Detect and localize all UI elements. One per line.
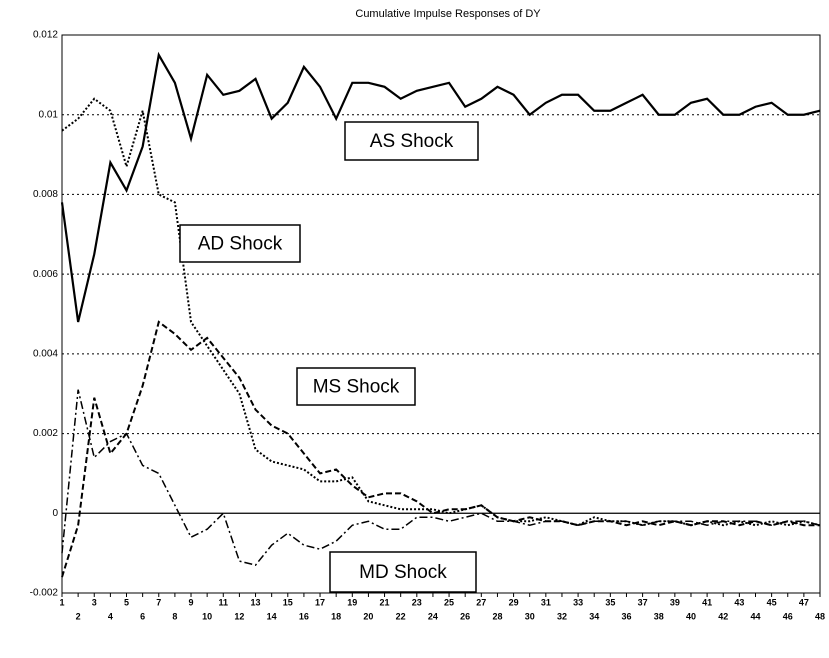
chart-title: Cumulative Impulse Responses of DY — [355, 8, 541, 20]
y-tick-label: 0.004 — [33, 348, 58, 359]
x-tick-label: 3 — [92, 597, 97, 607]
x-tick-label: 20 — [363, 611, 373, 621]
x-tick-label: 10 — [202, 611, 212, 621]
x-tick-label: 4 — [108, 611, 113, 621]
y-tick-label: 0.01 — [39, 109, 59, 120]
x-tick-label: 22 — [396, 611, 406, 621]
y-tick-label: 0.008 — [33, 189, 58, 200]
series-line — [60, 51, 821, 323]
series-label: MD Shock — [359, 562, 447, 583]
y-tick-label: -0.002 — [30, 588, 59, 599]
label-box — [179, 224, 301, 263]
x-tick-label: 33 — [573, 597, 583, 607]
series-label: AD Shock — [198, 234, 283, 255]
x-tick-label: 46 — [783, 611, 793, 621]
x-tick-label: 26 — [460, 611, 470, 621]
x-tick-label: 12 — [234, 611, 244, 621]
x-tick-label: 30 — [525, 611, 535, 621]
x-tick-label: 32 — [557, 611, 567, 621]
x-tick-label: 40 — [686, 611, 696, 621]
series-line — [61, 389, 821, 566]
x-tick-label: 37 — [638, 597, 648, 607]
x-tick-label: 45 — [767, 597, 777, 607]
x-tick-label: 38 — [654, 611, 664, 621]
x-tick-label: 44 — [750, 611, 760, 621]
x-tick-label: 8 — [172, 611, 177, 621]
x-tick-label: 25 — [444, 597, 454, 607]
plot-frame — [61, 34, 821, 594]
x-tick-label: 31 — [541, 597, 551, 607]
x-tick-label: 29 — [509, 597, 519, 607]
y-tick-label: 0.006 — [33, 269, 58, 280]
x-tick-label: 43 — [734, 597, 744, 607]
x-tick-label: 27 — [476, 597, 486, 607]
x-tick-label: 11 — [219, 597, 229, 607]
x-tick-label: 39 — [670, 597, 680, 607]
x-tick-label: 28 — [492, 611, 502, 621]
x-tick-label: 24 — [428, 611, 438, 621]
y-tick-label: 0.012 — [33, 30, 58, 41]
y-tick-label: 0 — [52, 508, 58, 519]
x-tick-label: 34 — [589, 611, 599, 621]
x-tick-label: 21 — [380, 597, 390, 607]
x-tick-label: 2 — [76, 611, 81, 621]
x-tick-label: 41 — [702, 597, 712, 607]
x-tick-label: 14 — [267, 611, 277, 621]
x-tick-label: 18 — [331, 611, 341, 621]
x-tick-label: 36 — [621, 611, 631, 621]
x-tick-label: 5 — [124, 597, 129, 607]
y-tick-label: 0.002 — [33, 428, 58, 439]
x-tick-label: 23 — [412, 597, 422, 607]
label-box — [329, 551, 477, 593]
label-box — [344, 121, 479, 161]
x-tick-label: 9 — [189, 597, 194, 607]
x-tick-label: 1 — [59, 597, 64, 607]
series-label: MS Shock — [313, 377, 400, 398]
x-tick-label: 47 — [799, 597, 809, 607]
x-tick-label: 15 — [283, 597, 293, 607]
x-tick-label: 7 — [156, 597, 161, 607]
x-tick-label: 19 — [347, 597, 357, 607]
label-box — [296, 367, 416, 406]
series-line — [61, 97, 821, 527]
series-line — [61, 320, 820, 578]
series-label: AS Shock — [370, 131, 454, 152]
x-tick-label: 42 — [718, 611, 728, 621]
x-tick-label: 48 — [815, 611, 825, 621]
x-tick-label: 16 — [299, 611, 309, 621]
x-tick-label: 6 — [140, 611, 145, 621]
x-tick-label: 35 — [605, 597, 615, 607]
x-tick-label: 13 — [251, 597, 261, 607]
x-tick-label: 17 — [315, 597, 325, 607]
